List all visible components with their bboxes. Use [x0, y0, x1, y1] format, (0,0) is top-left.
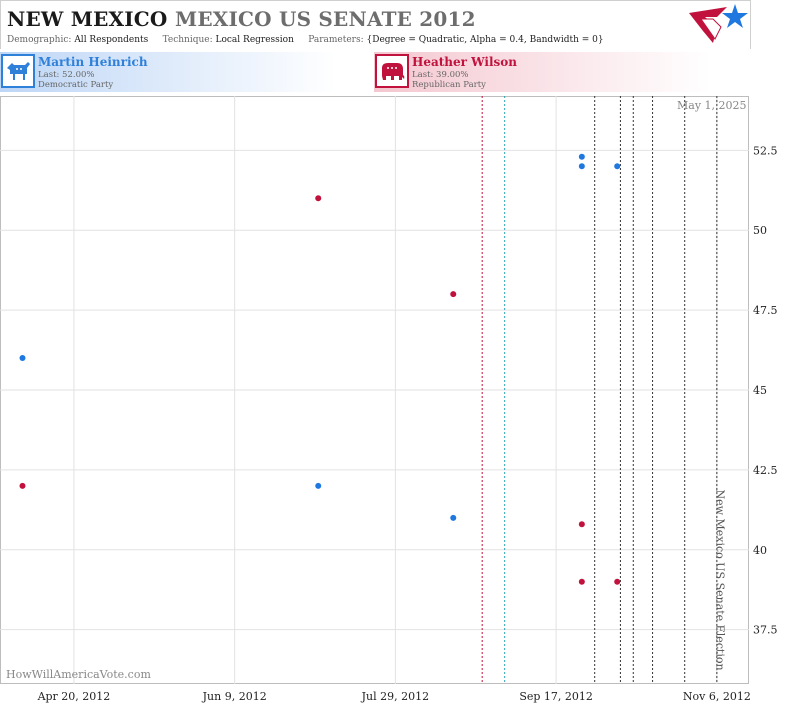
demographic-label: Demographic:: [7, 35, 72, 45]
technique-value: Local Regression: [215, 35, 294, 45]
poll-point: [450, 291, 457, 298]
demographic-value: All Respondents: [74, 35, 149, 45]
state-title: NEW MEXICO: [7, 7, 168, 31]
race-title: MEXICO US SENATE 2012: [175, 7, 476, 31]
x-tick-label: Nov 6, 2012: [683, 690, 751, 703]
poll-point: [614, 578, 621, 585]
chart-header: NEW MEXICO MEXICO US SENATE 2012 Demogra…: [0, 0, 751, 49]
technique-label: Technique:: [162, 35, 213, 45]
y-tick-label: 52.5: [753, 144, 778, 157]
poll-point: [578, 153, 585, 160]
candidate-name: Martin Heinrich: [38, 55, 148, 69]
candidate-name: Heather Wilson: [412, 55, 518, 69]
candidate-party: Democratic Party: [38, 80, 114, 90]
x-tick-label: Apr 20, 2012: [37, 690, 111, 703]
poll-point: [614, 163, 621, 170]
candidate-last: Last: 52.00%: [38, 70, 95, 80]
candidate-last: Last: 39.00%: [412, 70, 469, 80]
y-tick-label: 40: [753, 544, 767, 557]
parameters-value: {Degree = Quadratic, Alpha = 0.4, Bandwi…: [366, 35, 604, 45]
star-flag-logo-icon: [689, 4, 748, 43]
poll-point: [315, 482, 322, 489]
poll-point: [578, 521, 585, 528]
election-line-label: New Mexico US Senate Election: [713, 489, 727, 671]
parameters-line: Demographic: All Respondents Technique: …: [7, 35, 604, 45]
candidate-republican: Heather Wilson Last: 39.00% Republican P…: [374, 52, 748, 92]
date-stamp: May 1, 2025: [677, 99, 747, 112]
poll-point: [450, 514, 457, 521]
poll-point: [578, 578, 585, 585]
poll-point: [19, 355, 26, 362]
candidate-bar: Martin Heinrich Last: 52.00% Democratic …: [0, 52, 749, 92]
poll-point: [19, 482, 26, 489]
poll-point: [578, 163, 585, 170]
y-tick-label: 47.5: [753, 304, 778, 317]
y-tick-label: 42.5: [753, 464, 778, 477]
poll-scatter-chart: 37.5 40 42.5 45 47.5 50 52.5 Apr 20, 2012 Jun 9,…: [0, 96, 778, 703]
candidate-democrat: Martin Heinrich Last: 52.00% Democratic …: [0, 52, 374, 92]
x-tick-label: Sep 17, 2012: [519, 690, 593, 703]
candidate-party: Republican Party: [412, 80, 486, 90]
y-tick-label: 37.5: [753, 624, 778, 637]
watermark: HowWillAmericaVote.com: [6, 668, 151, 681]
y-tick-label: 50: [753, 224, 767, 237]
elephant-icon: [375, 54, 409, 88]
poll-point: [315, 195, 322, 202]
x-tick-label: Jun 9, 2012: [202, 690, 267, 703]
parameters-label: Parameters:: [308, 35, 364, 45]
x-tick-label: Jul 29, 2012: [361, 690, 430, 703]
donkey-icon: [1, 54, 35, 88]
y-tick-label: 45: [753, 384, 767, 397]
